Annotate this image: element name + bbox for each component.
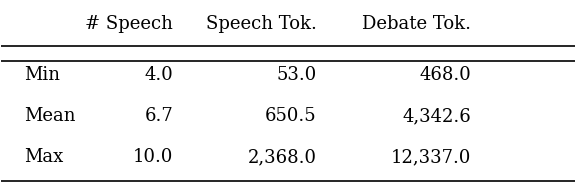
Text: 6.7: 6.7 xyxy=(145,107,173,125)
Text: Speech Tok.: Speech Tok. xyxy=(206,15,317,33)
Text: 4,342.6: 4,342.6 xyxy=(403,107,471,125)
Text: 10.0: 10.0 xyxy=(133,148,173,166)
Text: 53.0: 53.0 xyxy=(276,67,317,84)
Text: Max: Max xyxy=(24,148,63,166)
Text: 650.5: 650.5 xyxy=(265,107,317,125)
Text: 2,368.0: 2,368.0 xyxy=(248,148,317,166)
Text: 12,337.0: 12,337.0 xyxy=(391,148,471,166)
Text: # Speech: # Speech xyxy=(85,15,173,33)
Text: Mean: Mean xyxy=(24,107,76,125)
Text: 468.0: 468.0 xyxy=(420,67,471,84)
Text: Debate Tok.: Debate Tok. xyxy=(362,15,471,33)
Text: Min: Min xyxy=(24,67,60,84)
Text: 4.0: 4.0 xyxy=(145,67,173,84)
